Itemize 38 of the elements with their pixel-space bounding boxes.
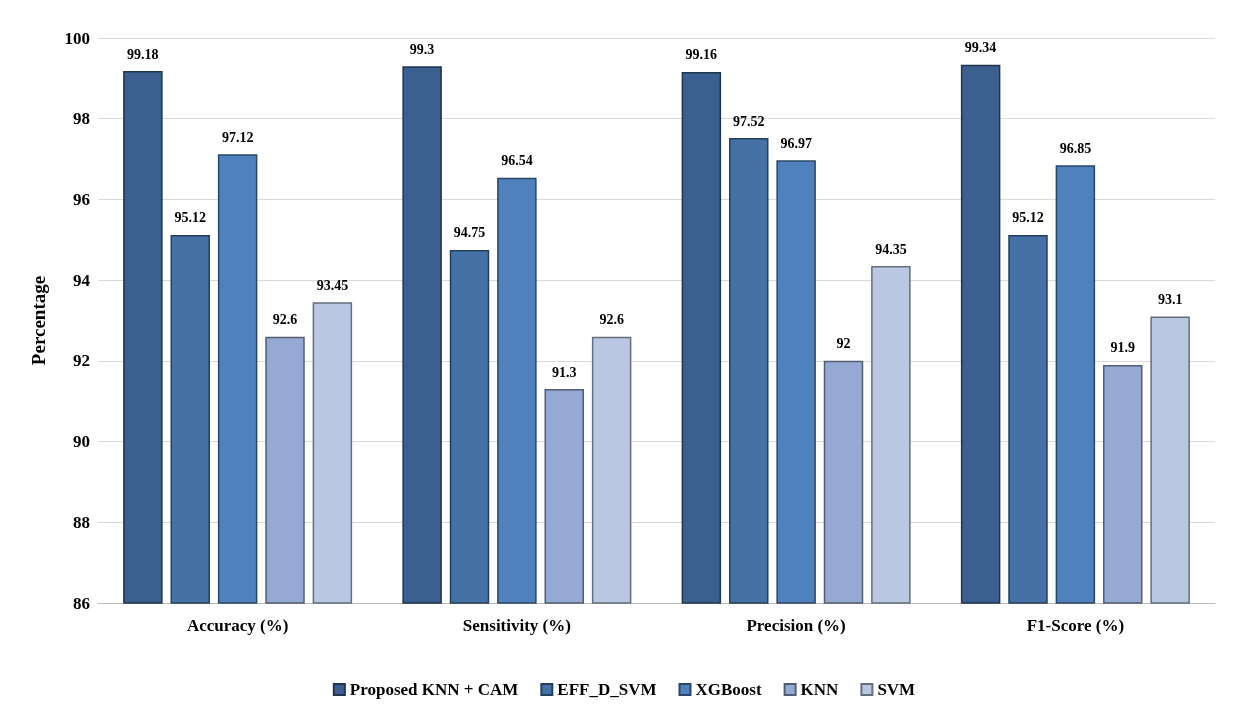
y-tick-label: 86 [73,593,90,613]
data-label: 92 [836,336,851,352]
data-label: 94.75 [453,225,486,241]
data-label: 96.54 [501,153,533,169]
data-label: 96.85 [1059,140,1092,156]
legend-label: EFF_D_SVM [557,680,657,699]
data-label: 95.12 [174,210,206,226]
data-label: 92.6 [272,312,298,328]
x-tick-label: Sensitivity (%) [462,616,571,635]
y-tick-label: 96 [73,189,90,209]
y-tick-label: 90 [73,432,90,452]
data-label: 93.45 [316,277,349,293]
data-label: 99.3 [409,41,435,57]
data-label: 91.9 [1110,340,1135,356]
x-tick-label: Accuracy (%) [186,616,289,635]
data-label: 92.6 [599,312,624,328]
legend-label: KNN [800,680,840,699]
data-label: 95.12 [1012,210,1044,226]
y-axis-title: Percentage [28,275,49,366]
data-label: 94.35 [875,241,907,257]
data-label: 91.3 [552,364,577,380]
data-label: 99.18 [127,46,159,62]
y-tick-label: 98 [73,109,90,129]
y-tick-label: 92 [73,351,90,371]
legend-label: XGBoost [695,680,762,699]
legend-label: Proposed KNN + CAM [349,680,519,699]
y-tick-label: 88 [73,512,90,532]
data-label: 96.97 [780,135,812,151]
x-tick-label: F1-Score (%) [1026,616,1125,635]
data-label: 99.34 [964,40,997,56]
legend-label: SVM [877,680,916,699]
data-label: 97.12 [221,129,254,145]
y-tick-label: 94 [73,270,91,290]
data-label: 99.16 [685,47,718,63]
x-tick-label: Precision (%) [746,616,846,635]
y-tick-label: 100 [64,28,90,48]
data-label: 93.1 [1157,291,1183,307]
data-label: 97.52 [733,113,765,129]
